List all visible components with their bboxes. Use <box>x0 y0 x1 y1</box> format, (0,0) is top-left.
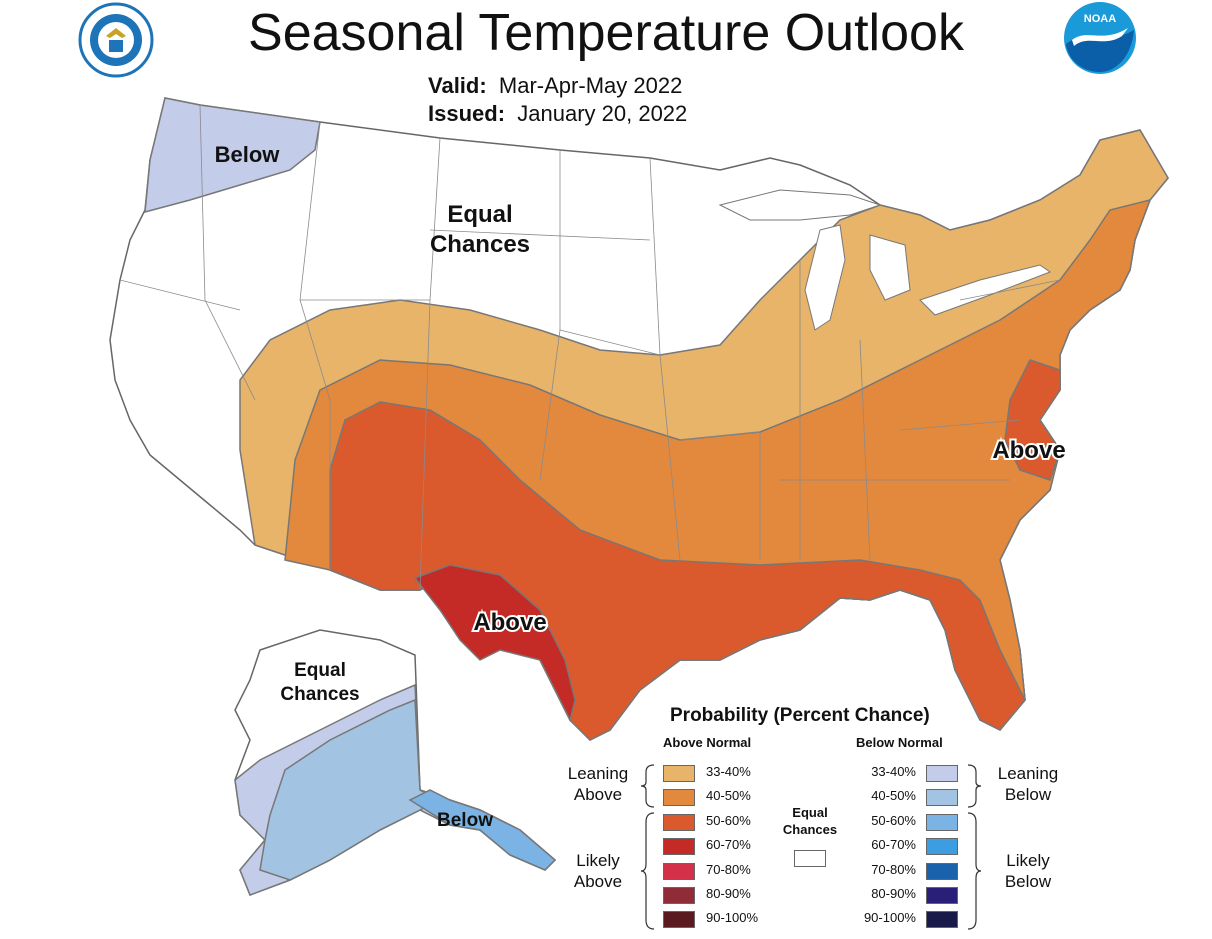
state-borders <box>119 104 1061 591</box>
legend-above-swatch <box>663 765 695 782</box>
legend-below-swatch <box>926 911 958 928</box>
legend-above-swatch <box>663 911 695 928</box>
lake-erie-ontario <box>919 264 1052 316</box>
label-nw-below: Below <box>215 142 281 167</box>
legend-above-swatch <box>663 838 695 855</box>
label-ak-equal-line2: Chances <box>280 684 359 705</box>
brace-likely-above-icon <box>640 812 655 930</box>
legend-below-range: 50-60% <box>871 813 916 828</box>
legend-below-range: 33-40% <box>871 764 916 779</box>
likely-above-line1: Likely <box>576 851 620 870</box>
label-equal-line2: Chances <box>430 231 530 258</box>
legend-above-range: 60-70% <box>706 837 751 852</box>
likely-below-label: Likely Below <box>988 850 1068 892</box>
header-meta: Valid: Mar-Apr-May 2022 Issued: January … <box>428 72 687 128</box>
legend-title: Probability (Percent Chance) <box>670 705 930 726</box>
legend-above-swatch <box>663 789 695 806</box>
legend-above-range: 80-90% <box>706 886 751 901</box>
label-ak-below: Below <box>437 810 493 831</box>
page-title: Seasonal Temperature Outlook <box>248 4 964 62</box>
legend-above-range: 33-40% <box>706 764 751 779</box>
alaska-below-50-60 <box>408 789 557 871</box>
legend-above-range: 90-100% <box>706 910 759 925</box>
leaning-above-label: Leaning Above <box>558 763 638 805</box>
lake-huron <box>869 234 911 301</box>
leaning-below-label: Leaning Below <box>988 763 1068 805</box>
legend-below-swatch <box>926 863 958 880</box>
legend-below-swatch <box>926 887 958 904</box>
leaning-below-line2: Below <box>1004 785 1052 804</box>
label-equal-line1: Equal <box>447 201 512 228</box>
leaning-above-line2: Above <box>573 785 623 804</box>
issued-label: Issued: <box>428 101 506 126</box>
likely-below-line1: Likely <box>1006 851 1050 870</box>
legend-above-swatch <box>663 863 695 880</box>
legend-below-range: 80-90% <box>871 886 916 901</box>
legend-below-swatch <box>926 814 958 831</box>
valid-value: Mar-Apr-May 2022 <box>498 73 683 98</box>
equal-chances-line2: Chances <box>782 822 838 837</box>
brace-leaning-below-icon <box>967 764 982 808</box>
legend-above-header: Above Normal <box>663 735 752 750</box>
legend-below-header: Below Normal <box>856 735 943 750</box>
noaa-logo-text: NOAA <box>1084 13 1116 25</box>
lake-michigan <box>804 224 846 331</box>
issued-value: January 20, 2022 <box>517 101 688 126</box>
legend-above-swatch <box>663 814 695 831</box>
band-above-50-60-east <box>1004 359 1061 481</box>
likely-above-label: Likely Above <box>558 850 638 892</box>
band-above-60-70 <box>413 564 576 723</box>
leaning-below-line1: Leaning <box>997 764 1059 783</box>
label-texas-above: Above <box>473 609 546 636</box>
legend-below-range: 60-70% <box>871 837 916 852</box>
legend-below-range: 70-80% <box>871 862 916 877</box>
valid-label: Valid: <box>428 73 487 98</box>
label-east-above: Above <box>992 437 1065 464</box>
legend-below-swatch <box>926 838 958 855</box>
legend-above-swatch <box>663 887 695 904</box>
label-ak-equal-line1: Equal <box>294 660 346 681</box>
equal-chances-line1: Equal <box>792 805 828 820</box>
leaning-above-line1: Leaning <box>567 764 629 783</box>
legend-above-range: 50-60% <box>706 813 751 828</box>
legend-below-range: 40-50% <box>871 788 916 803</box>
legend-below-range: 90-100% <box>863 910 916 925</box>
noaa-logo-icon: NOAA <box>1064 2 1136 74</box>
equal-chances-label: Equal Chances <box>775 804 845 838</box>
valid-line: Valid: Mar-Apr-May 2022 <box>428 72 687 100</box>
department-of-commerce-seal-icon <box>78 2 154 78</box>
brace-leaning-above-icon <box>640 764 655 808</box>
lake-superior <box>718 189 882 221</box>
brace-likely-below-icon <box>967 812 982 930</box>
equal-chances-swatch <box>794 850 826 867</box>
legend-below-swatch <box>926 765 958 782</box>
issued-line: Issued: January 20, 2022 <box>428 100 687 128</box>
legend-above-range: 70-80% <box>706 862 751 877</box>
band-below-33-40-nw <box>144 97 321 214</box>
likely-above-line2: Above <box>573 872 623 891</box>
legend-above-range: 40-50% <box>706 788 751 803</box>
legend-below-swatch <box>926 789 958 806</box>
likely-below-line2: Below <box>1004 872 1052 891</box>
